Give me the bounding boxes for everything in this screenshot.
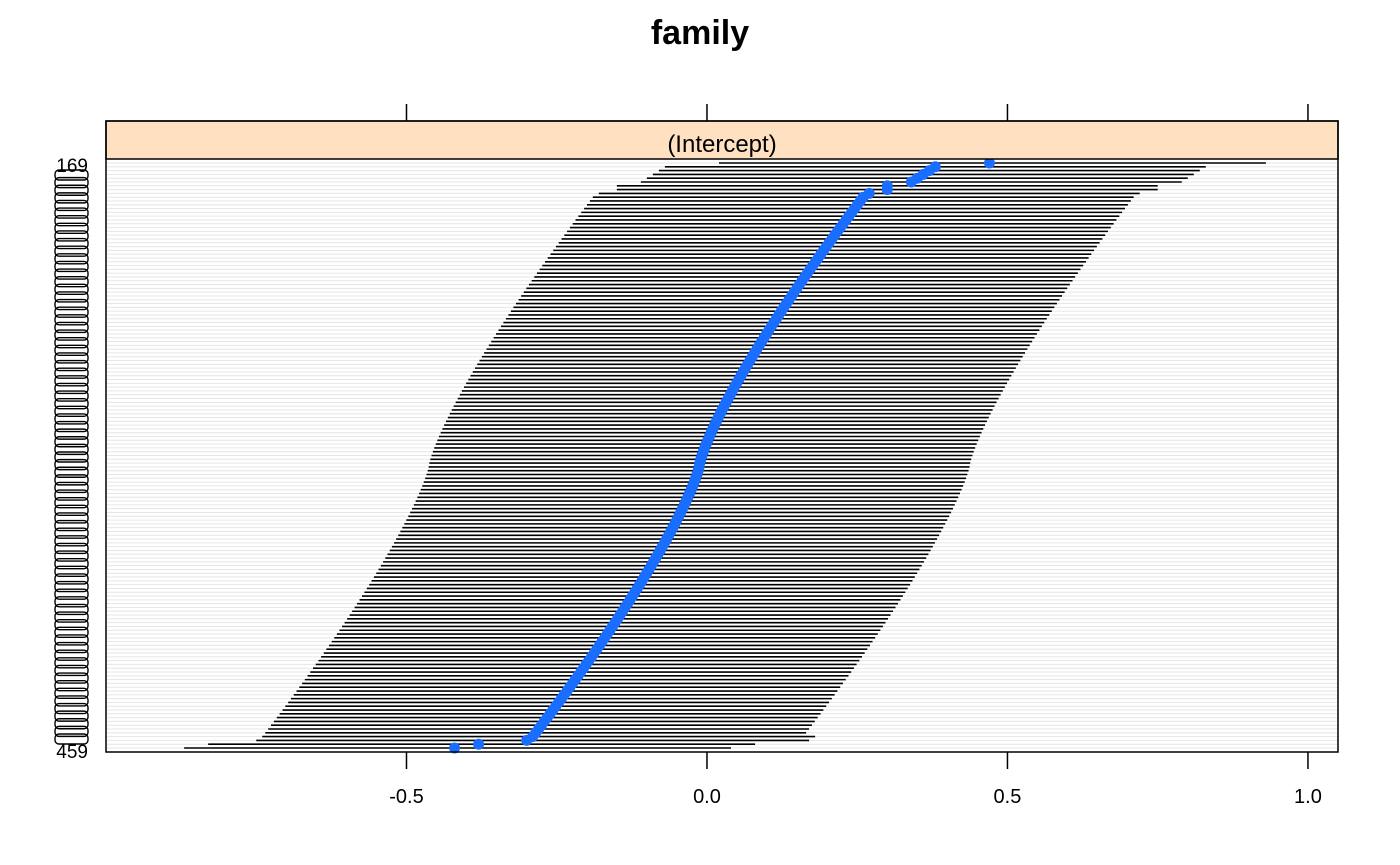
row-label-glyph <box>54 420 89 433</box>
row-label-glyph <box>54 245 89 257</box>
row-label-glyph <box>54 428 89 440</box>
row-label-glyph <box>54 436 89 448</box>
strip-label: (Intercept) <box>667 131 776 158</box>
x-tick-label: 0.5 <box>994 786 1022 808</box>
row-label-glyph <box>54 588 89 600</box>
row-label-glyph <box>54 618 89 631</box>
row-label-glyph <box>54 253 89 265</box>
row-label-glyph <box>54 649 89 661</box>
row-label-glyph <box>54 321 89 334</box>
row-label-glyph <box>54 207 89 219</box>
row-label-glyph <box>54 611 89 623</box>
row-label-glyph <box>54 504 89 517</box>
row-label-glyph <box>54 215 89 227</box>
row-label-glyph <box>54 375 89 387</box>
row-label-glyph <box>54 710 89 722</box>
row-label-glyph <box>54 443 89 456</box>
x-tick-label: 0.0 <box>693 786 721 808</box>
row-label-glyph <box>54 603 89 616</box>
x-axis-bottom: -0.5 0.0 0.5 1.0 <box>389 752 1322 808</box>
row-label-glyph <box>54 687 89 699</box>
row-label-glyph <box>54 184 89 196</box>
row-label-glyph <box>54 298 89 311</box>
row-label-glyph <box>54 344 89 356</box>
plot-frame <box>105 120 1339 753</box>
row-label-glyph <box>54 695 89 707</box>
row-label-glyph <box>54 550 89 562</box>
estimate-points <box>449 157 995 754</box>
row-label-glyph <box>54 390 89 402</box>
row-label-glyph <box>54 481 89 494</box>
row-label-glyph <box>54 397 89 410</box>
row-label-glyph <box>54 314 89 326</box>
row-label-glyph <box>54 672 89 684</box>
x-axis-top <box>405 104 1309 121</box>
row-label-glyph <box>54 512 89 524</box>
row-label-glyph <box>54 596 89 608</box>
row-label-glyph <box>54 237 89 250</box>
row-label-glyph <box>54 565 89 578</box>
row-label-glyph <box>54 268 89 280</box>
row-label-top: 169 <box>56 156 88 177</box>
row-label-glyph <box>54 641 89 654</box>
row-label-glyph <box>54 458 89 471</box>
row-label-glyph <box>54 405 89 417</box>
row-label-glyph <box>54 733 89 745</box>
estimate-point <box>983 157 995 169</box>
row-label-glyph <box>54 519 89 532</box>
row-label-glyph <box>54 230 89 242</box>
row-label-glyph <box>54 702 89 715</box>
row-label-glyph <box>54 260 89 273</box>
row-label-glyph <box>54 291 89 303</box>
row-label-glyph <box>54 336 89 349</box>
row-label-glyph <box>54 192 89 204</box>
row-label-glyph <box>54 451 89 463</box>
row-label-glyph <box>54 283 89 296</box>
row-label-bottom: 459 <box>56 742 88 763</box>
row-label-glyph <box>54 474 89 486</box>
chart-title: family <box>651 14 749 52</box>
x-tick-label: -0.5 <box>389 786 423 808</box>
estimate-point <box>905 176 917 188</box>
estimate-point <box>881 184 893 196</box>
estimate-point <box>449 742 461 754</box>
row-label-glyph <box>54 664 89 677</box>
row-label-glyph <box>54 382 89 395</box>
row-label-glyph <box>54 489 89 501</box>
row-label-glyph <box>54 535 89 547</box>
row-label-glyph <box>54 199 89 212</box>
row-label-glyph <box>54 329 89 341</box>
row-label-glyph <box>54 527 89 539</box>
row-label-glyph <box>54 352 89 364</box>
x-tick-label: 1.0 <box>1294 786 1322 808</box>
row-label-glyph <box>54 580 89 593</box>
row-label-glyph <box>54 558 89 570</box>
estimate-point <box>473 738 485 750</box>
row-label-glyph <box>54 626 89 638</box>
row-label-glyph <box>54 276 89 288</box>
row-label-glyph <box>54 718 89 730</box>
row-label-glyph <box>54 222 89 235</box>
row-label-glyph <box>54 176 89 189</box>
row-label-stack <box>54 169 89 745</box>
row-label-glyph <box>54 542 89 555</box>
row-label-glyph <box>54 359 89 372</box>
row-label-glyph <box>54 657 89 669</box>
strip-header <box>105 120 1339 160</box>
row-label-glyph <box>54 725 89 738</box>
row-label-glyph <box>54 306 89 318</box>
row-label-glyph <box>54 497 89 509</box>
row-label-glyph <box>54 634 89 646</box>
row-label-glyph <box>54 169 89 181</box>
row-label-glyph <box>54 466 89 478</box>
row-label-glyph <box>54 573 89 585</box>
row-label-glyph <box>54 413 89 425</box>
row-label-glyph <box>54 679 89 692</box>
estimate-point <box>521 734 533 746</box>
row-label-glyph <box>54 367 89 379</box>
